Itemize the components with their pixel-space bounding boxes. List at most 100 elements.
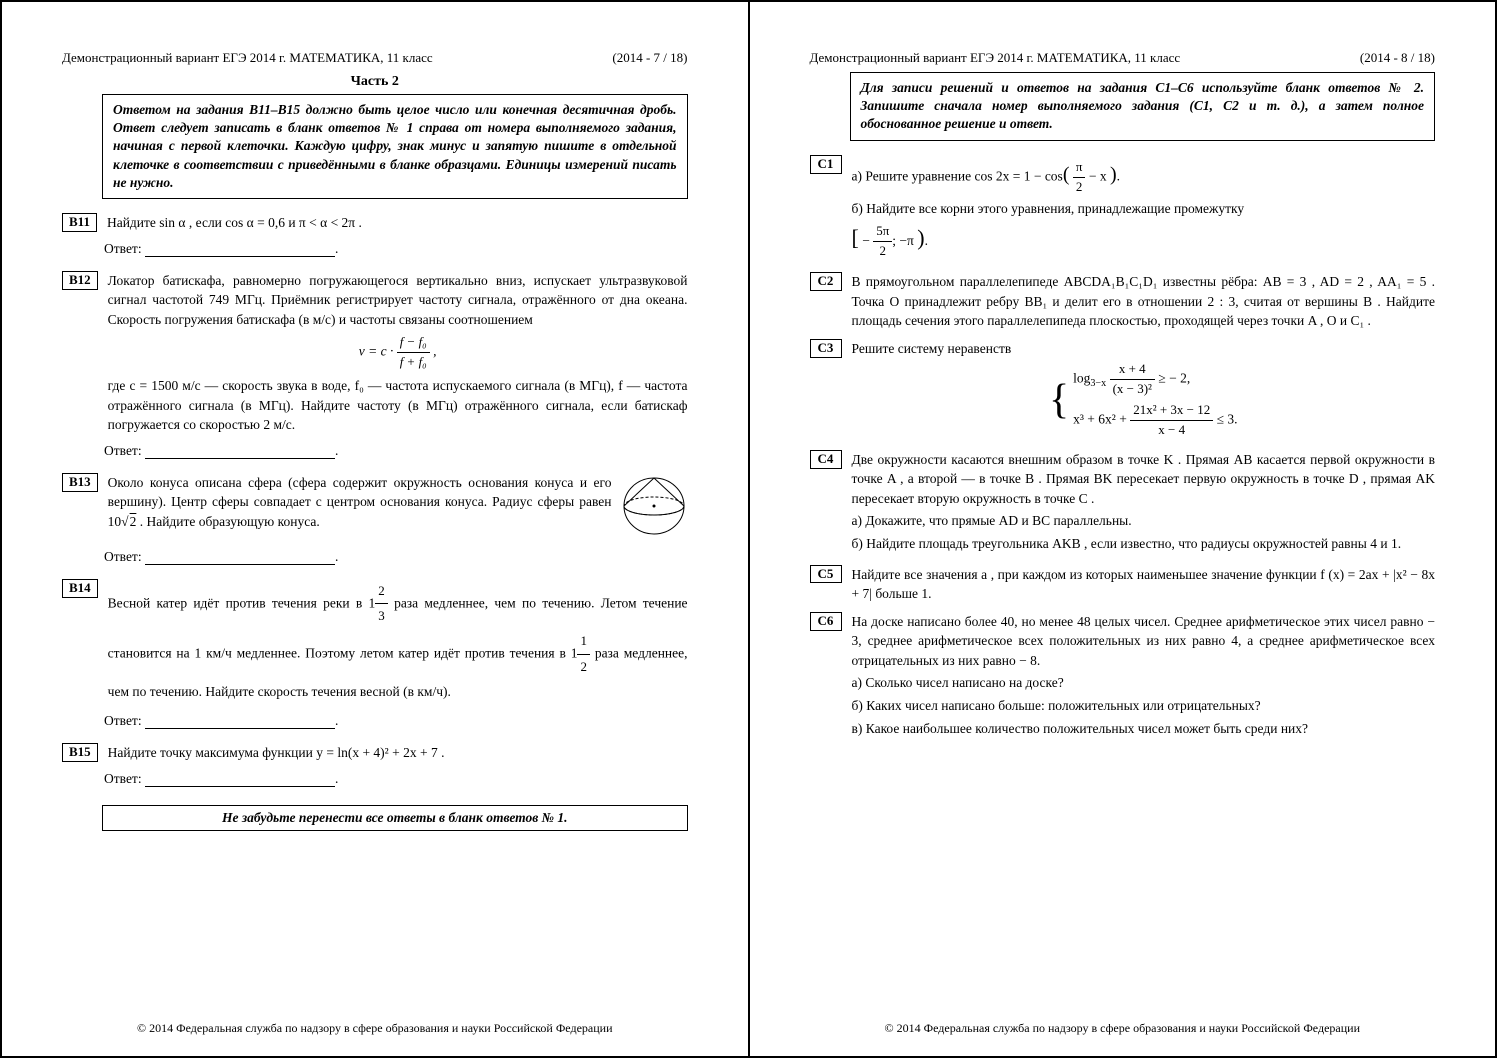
task-label-c6: C6	[810, 612, 842, 631]
task-label-c3: C3	[810, 339, 842, 358]
c1-pt: − x	[1085, 168, 1106, 183]
answer-label: Ответ:	[104, 549, 142, 564]
b14-f1-int: 1	[369, 595, 376, 610]
task-body-b13: Около конуса описана сфера (сфера содерж…	[108, 473, 688, 541]
b14-a: Весной катер идёт против течения реки в	[108, 595, 363, 610]
task-label-b11: B11	[62, 213, 97, 232]
answer-b14: Ответ: .	[104, 713, 688, 729]
c3-r1t: ≥ − 2,	[1158, 371, 1190, 386]
part2-title: Часть 2	[62, 74, 688, 90]
c1-b: б) Найдите все корни этого уравнения, пр…	[852, 201, 1245, 216]
answer-label: Ответ:	[104, 713, 142, 728]
answer-label: Ответ:	[104, 771, 142, 786]
b14-f2-int: 1	[571, 645, 578, 660]
c1-in: 5π	[873, 222, 892, 242]
sphere-cone-icon	[620, 475, 688, 537]
c3-r2a: x³ + 6x² +	[1073, 412, 1130, 427]
task-label-c2: C2	[810, 272, 842, 291]
task-b13: B13 Около конуса описана сфера (сфера со…	[62, 473, 688, 541]
answer-b13: Ответ: .	[104, 549, 688, 565]
task-body-b14: Весной катер идёт против течения реки в …	[108, 579, 688, 705]
task-body-c5: Найдите все значения a , при каждом из к…	[852, 565, 1436, 604]
task-body-c3: Решите систему неравенств { log3−x x + 4…	[852, 339, 1436, 442]
page-spread: Демонстрационный вариант ЕГЭ 2014 г. МАТ…	[0, 0, 1497, 1058]
task-body-c2: В прямоугольном параллелепипеде ABCDA₁B₁…	[852, 272, 1436, 331]
task-b14: B14 Весной катер идёт против течения рек…	[62, 579, 688, 705]
c4-a: а) Докажите, что прямые AD и BC параллел…	[852, 511, 1436, 531]
task-c2: C2 В прямоугольном параллелепипеде ABCDA…	[810, 272, 1436, 331]
page-8: Демонстрационный вариант ЕГЭ 2014 г. МАТ…	[749, 1, 1497, 1057]
task-body-c6: На доске написано более 40, но менее 48 …	[852, 612, 1436, 741]
footer-7: © 2014 Федеральная служба по надзору в с…	[62, 1001, 688, 1036]
task-label-c4: C4	[810, 450, 842, 469]
answer-line[interactable]	[145, 728, 335, 729]
b12-text-b: где c = 1500 м/с — скорость звука в воде…	[108, 378, 688, 432]
page-header-8: Демонстрационный вариант ЕГЭ 2014 г. МАТ…	[810, 50, 1436, 66]
task-label-c1: C1	[810, 155, 842, 174]
c4-b: б) Найдите площадь треугольника AKB , ес…	[852, 534, 1436, 554]
task-c5: C5 Найдите все значения a , при каждом и…	[810, 565, 1436, 604]
header-title: Демонстрационный вариант ЕГЭ 2014 г. МАТ…	[62, 50, 433, 66]
b12-den: f + f₀	[397, 353, 430, 372]
task-label-b12: B12	[62, 271, 98, 290]
c1-a: а) Решите уравнение cos 2x = 1 − cos	[852, 168, 1063, 183]
b14-f1-n: 2	[375, 579, 388, 605]
c3-r2n: 21x² + 3x − 12	[1130, 401, 1213, 421]
c6-q2: б) Каких чисел написано больше: положите…	[852, 696, 1436, 716]
task-c6: C6 На доске написано более 40, но менее …	[810, 612, 1436, 741]
c1-id: 2	[873, 242, 892, 261]
page-header-7: Демонстрационный вариант ЕГЭ 2014 г. МАТ…	[62, 50, 688, 66]
instructions-box-1: Ответом на задания В11–В15 должно быть ц…	[102, 94, 688, 199]
task-c4: C4 Две окружности касаются внешним образ…	[810, 450, 1436, 557]
answer-b12: Ответ: .	[104, 443, 688, 459]
task-c1: C1 а) Решите уравнение cos 2x = 1 − cos(…	[810, 155, 1436, 265]
footer-8: © 2014 Федеральная служба по надзору в с…	[810, 1001, 1436, 1036]
c3-r1n: x + 4	[1110, 360, 1155, 380]
b14-f2-d: 2	[577, 655, 590, 680]
answer-label: Ответ:	[104, 443, 142, 458]
c3-r2t: ≤ 3.	[1217, 412, 1238, 427]
task-body-b12: Локатор батискафа, равномерно погружающе…	[108, 271, 688, 435]
c3-r1s: 3−x	[1090, 379, 1106, 390]
c4-text: Две окружности касаются внешним образом …	[852, 452, 1436, 506]
answer-line[interactable]	[145, 458, 335, 459]
c1-pd: 2	[1073, 178, 1086, 197]
task-body-b15: Найдите точку максимума функции y = ln(x…	[108, 743, 688, 763]
task-b12: B12 Локатор батискафа, равномерно погруж…	[62, 271, 688, 435]
c3-r1d: (x − 3)²	[1110, 380, 1155, 399]
answer-b11: Ответ: .	[104, 241, 688, 257]
task-c3: C3 Решите систему неравенств { log3−x x …	[810, 339, 1436, 442]
header-title: Демонстрационный вариант ЕГЭ 2014 г. МАТ…	[810, 50, 1181, 66]
answer-line[interactable]	[145, 564, 335, 565]
task-label-b14: B14	[62, 579, 98, 598]
task-body-b11: Найдите sin α , если cos α = 0,6 и π < α…	[107, 213, 688, 233]
task-b11: B11 Найдите sin α , если cos α = 0,6 и π…	[62, 213, 688, 233]
instructions-box-2: Для записи решений и ответов на задания …	[850, 72, 1436, 141]
b14-f1-d: 3	[375, 604, 388, 629]
c3-r2d: x − 4	[1130, 421, 1213, 440]
task-label-c5: C5	[810, 565, 842, 584]
b12-lhs: v = c ·	[359, 344, 394, 359]
b12-num: f − f₀	[397, 333, 430, 353]
b13-text: Около конуса описана сфера (сфера содерж…	[108, 475, 612, 529]
c6-q3: в) Какое наибольшее количество положител…	[852, 719, 1436, 739]
c6-a: На доске написано более 40, но менее 48 …	[852, 614, 1436, 668]
task-body-c1: а) Решите уравнение cos 2x = 1 − cos( π2…	[852, 155, 1436, 265]
c3-system: { log3−x x + 4(x − 3)² ≥ − 2, x³ + 6x² +…	[852, 358, 1436, 441]
b12-text-a: Локатор батискафа, равномерно погружающе…	[108, 273, 688, 327]
c1-it: −π	[899, 233, 913, 248]
answer-line[interactable]	[145, 256, 335, 257]
task-body-c4: Две окружности касаются внешним образом …	[852, 450, 1436, 557]
c3-r1a: log	[1073, 371, 1090, 386]
b12-formula: v = c · f − f₀ f + f₀ ,	[108, 333, 688, 372]
answer-b15: Ответ: .	[104, 771, 688, 787]
c3-lead: Решите систему неравенств	[852, 341, 1012, 356]
answer-label: Ответ:	[104, 241, 142, 256]
task-b15: B15 Найдите точку максимума функции y = …	[62, 743, 688, 763]
c6-q1: а) Сколько чисел написано на доске?	[852, 673, 1436, 693]
page-7: Демонстрационный вариант ЕГЭ 2014 г. МАТ…	[1, 1, 749, 1057]
b14-f2-n: 1	[577, 629, 590, 655]
c1-pn: π	[1073, 158, 1086, 178]
task-label-b13: B13	[62, 473, 98, 492]
answer-line[interactable]	[145, 786, 335, 787]
